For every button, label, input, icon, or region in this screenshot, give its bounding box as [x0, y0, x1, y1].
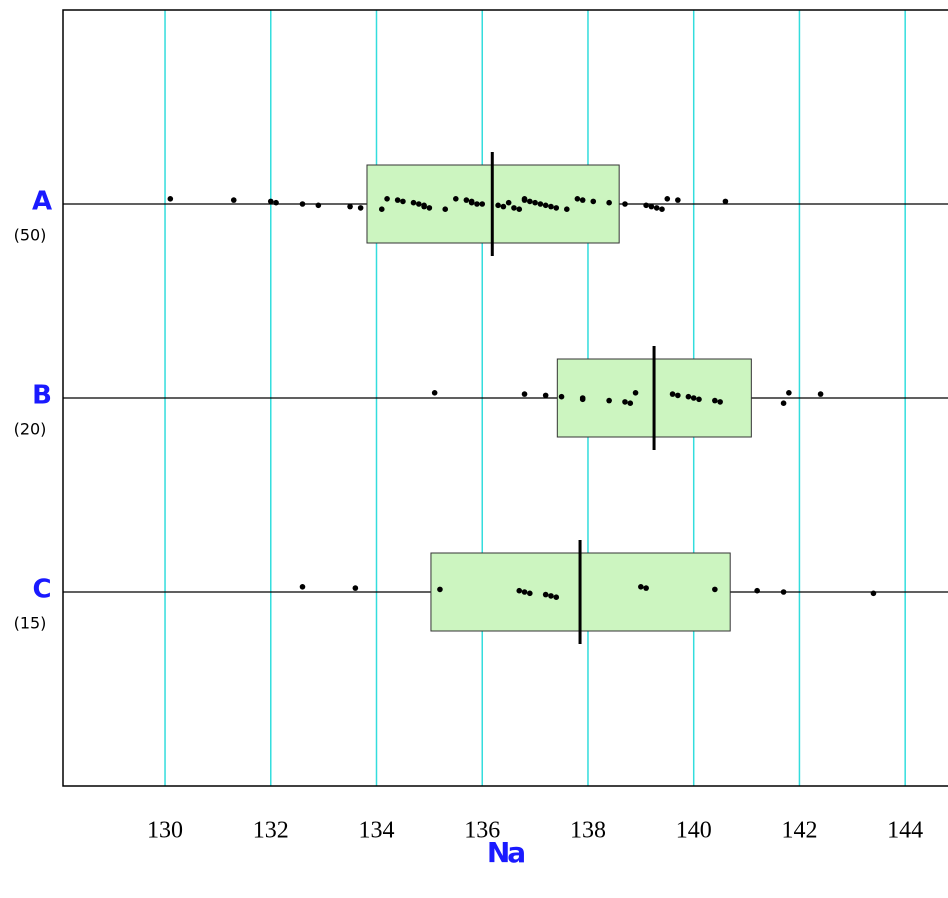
data-point — [537, 201, 544, 207]
data-point — [521, 589, 528, 595]
group-count: (50) — [14, 226, 47, 245]
data-point — [648, 203, 655, 210]
x-tick-label: 142 — [781, 818, 817, 844]
data-point — [579, 396, 586, 403]
data-point — [347, 203, 353, 210]
data-point — [548, 203, 554, 210]
data-point — [632, 390, 639, 396]
data-point — [463, 197, 470, 203]
data-point — [664, 196, 671, 202]
data-point — [410, 199, 417, 206]
data-point — [230, 197, 237, 203]
data-point — [606, 199, 612, 206]
data-point — [669, 391, 676, 397]
data-point — [516, 587, 523, 594]
data-point — [516, 206, 523, 212]
data-point — [299, 584, 306, 590]
data-point — [712, 586, 718, 593]
data-point — [579, 197, 586, 203]
data-point — [722, 198, 729, 205]
data-point — [696, 396, 702, 403]
data-point — [548, 593, 554, 599]
data-point — [643, 202, 649, 209]
data-point — [717, 399, 723, 405]
x-axis-label: Na — [487, 836, 524, 869]
x-tick-label: 130 — [147, 818, 183, 844]
group-count: (20) — [14, 420, 47, 439]
group-label: C — [32, 575, 51, 605]
data-point — [564, 206, 570, 212]
x-tick-label: 132 — [253, 818, 289, 844]
data-point — [542, 202, 549, 209]
data-point — [590, 198, 597, 205]
data-point — [167, 196, 174, 202]
data-point — [780, 400, 787, 407]
data-point — [267, 198, 274, 205]
data-point — [780, 589, 787, 595]
data-point — [437, 586, 443, 593]
data-point — [532, 199, 538, 206]
data-point — [521, 197, 528, 203]
data-point — [357, 205, 364, 211]
data-point — [495, 202, 501, 209]
data-point — [442, 206, 449, 212]
data-point — [627, 400, 634, 407]
data-point — [500, 203, 507, 210]
x-tick-label: 138 — [570, 818, 606, 844]
data-point — [468, 199, 475, 206]
data-point — [542, 392, 549, 399]
x-tick-label: 140 — [676, 818, 712, 844]
data-point — [426, 205, 433, 211]
x-tick-label: 136 — [464, 818, 500, 844]
data-point — [685, 393, 692, 400]
data-point — [622, 399, 628, 405]
data-point — [542, 591, 549, 598]
data-point — [675, 197, 681, 203]
data-point — [394, 197, 401, 203]
data-point — [659, 206, 665, 212]
data-point — [690, 395, 697, 401]
data-point — [643, 585, 649, 591]
data-point — [384, 196, 390, 202]
data-point — [315, 202, 322, 209]
data-point — [479, 201, 486, 207]
data-point — [606, 397, 612, 404]
data-point — [558, 393, 565, 400]
data-point — [622, 201, 628, 207]
data-point — [273, 199, 279, 206]
data-point — [415, 201, 422, 207]
data-point — [505, 199, 512, 206]
data-point — [511, 205, 517, 211]
x-tick-label: 144 — [887, 818, 923, 844]
data-point — [299, 201, 306, 207]
data-point — [786, 390, 792, 396]
data-point — [521, 391, 528, 397]
data-point — [638, 584, 644, 590]
data-point — [453, 196, 459, 202]
data-point — [553, 205, 560, 211]
data-point — [870, 590, 877, 597]
data-point — [400, 198, 406, 205]
group-label: A — [32, 187, 52, 217]
data-point — [431, 390, 438, 396]
data-point — [421, 203, 427, 210]
data-point — [474, 201, 480, 207]
data-point — [378, 206, 385, 212]
data-point — [817, 391, 824, 397]
data-point — [352, 585, 359, 591]
x-tick-label: 134 — [359, 818, 395, 844]
data-point — [527, 198, 533, 205]
data-point — [675, 392, 681, 399]
data-point — [754, 587, 760, 594]
data-point — [712, 397, 718, 404]
data-point — [553, 594, 560, 600]
group-count: (15) — [14, 614, 47, 633]
data-point — [574, 196, 581, 202]
data-point — [527, 590, 533, 597]
data-point — [653, 205, 660, 211]
group-label: B — [32, 381, 52, 411]
